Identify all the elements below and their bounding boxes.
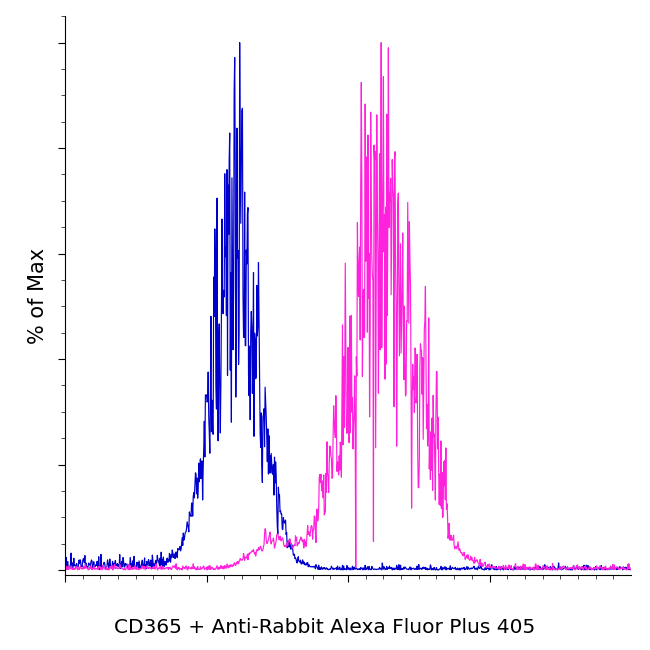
Y-axis label: % of Max: % of Max xyxy=(28,248,48,344)
Text: CD365 + Anti-Rabbit Alexa Fluor Plus 405: CD365 + Anti-Rabbit Alexa Fluor Plus 405 xyxy=(114,618,536,637)
